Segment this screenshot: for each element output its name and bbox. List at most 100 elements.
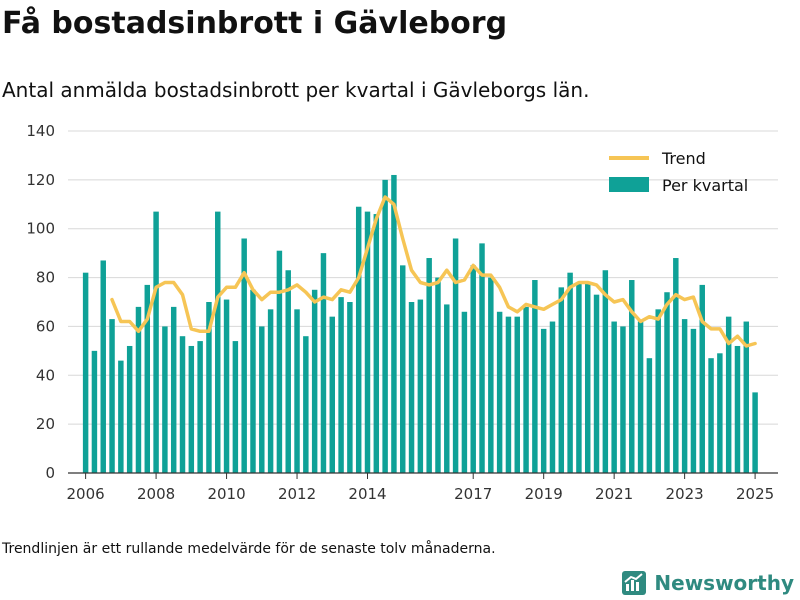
bar <box>179 336 186 473</box>
bar <box>188 345 195 473</box>
y-tick-label: 0 <box>45 464 55 482</box>
bar <box>488 277 494 473</box>
newsworthy-logo[interactable]: Newsworthy <box>621 570 794 596</box>
y-tick-label: 20 <box>36 415 55 433</box>
bar <box>496 311 503 473</box>
bar <box>576 282 582 473</box>
bar <box>82 272 89 473</box>
bar <box>320 253 327 473</box>
bar <box>241 238 247 473</box>
trend-line <box>110 195 757 348</box>
bar <box>391 174 397 473</box>
page-title: Få bostadsinbrott i Gävleborg <box>2 6 508 41</box>
bar <box>479 243 485 473</box>
newsworthy-logo-icon <box>622 571 647 595</box>
bar <box>417 299 424 473</box>
x-tick-label: 2023 <box>666 485 704 503</box>
bar <box>329 316 335 473</box>
bar <box>118 360 124 473</box>
legend-trend-label: Trend <box>661 149 706 168</box>
bar <box>681 319 688 473</box>
bar <box>444 304 450 473</box>
bar <box>611 321 617 473</box>
y-tick-label: 80 <box>36 269 55 287</box>
bar <box>109 319 115 473</box>
y-tick-label: 140 <box>26 122 55 140</box>
bar <box>540 328 547 473</box>
chart-footnote: Trendlinjen är ett rullande medelvärde f… <box>2 541 496 557</box>
bar <box>276 250 283 473</box>
x-tick-label: 2010 <box>207 485 245 503</box>
bar <box>602 270 609 473</box>
bar <box>267 309 274 473</box>
bar <box>347 302 353 473</box>
bar <box>637 321 644 473</box>
bar <box>144 284 151 473</box>
x-tick-label: 2012 <box>278 485 316 503</box>
bar <box>285 270 291 473</box>
y-tick-label: 40 <box>36 366 55 384</box>
y-tick-label: 100 <box>26 220 55 238</box>
bar <box>197 341 203 473</box>
bar <box>364 211 371 473</box>
bar <box>170 306 177 473</box>
bar <box>629 280 635 473</box>
bar <box>690 328 697 473</box>
bar <box>215 211 221 473</box>
bar <box>382 179 388 473</box>
bar <box>232 341 239 473</box>
bar <box>259 326 265 473</box>
bar <box>584 282 591 473</box>
page-subtitle: Antal anmälda bostadsinbrott per kvartal… <box>2 78 590 102</box>
bar <box>126 345 133 473</box>
bar <box>673 258 679 473</box>
bar <box>338 297 344 473</box>
bar <box>558 287 565 473</box>
bar <box>311 289 318 473</box>
brand-name: Newsworthy <box>654 571 794 595</box>
bar <box>400 265 406 473</box>
x-tick-label: 2019 <box>525 485 563 503</box>
bar <box>708 358 714 473</box>
x-tick-label: 2006 <box>67 485 105 503</box>
bar <box>162 326 168 473</box>
bar <box>470 265 476 473</box>
x-tick-label: 2021 <box>595 485 633 503</box>
bar <box>505 316 512 473</box>
bar <box>532 280 538 473</box>
bar <box>734 345 741 473</box>
bar <box>294 309 300 473</box>
bar <box>717 353 723 473</box>
bar <box>567 272 573 473</box>
bar <box>223 299 230 473</box>
burglary-bar-chart: 0 20 40 60 80 100 120 140 2006 2008 2010 2012 2014 20… <box>26 122 778 503</box>
bar <box>461 311 468 473</box>
bar <box>620 326 626 473</box>
bar <box>435 277 441 473</box>
bar <box>743 321 750 473</box>
bar <box>100 260 106 473</box>
bar <box>135 306 142 473</box>
bar <box>153 211 159 473</box>
bar <box>664 292 670 473</box>
legend-bar-swatch <box>609 177 649 192</box>
x-tick-label: 2017 <box>454 485 492 503</box>
bar <box>373 214 380 474</box>
bar <box>250 289 256 473</box>
bar <box>593 294 600 473</box>
bar <box>699 284 705 473</box>
bar <box>646 358 653 473</box>
y-tick-label: 120 <box>26 171 55 189</box>
bar <box>725 316 732 473</box>
bar <box>523 306 529 473</box>
y-tick-label: 60 <box>36 317 55 335</box>
bar <box>355 206 362 473</box>
bar <box>426 258 432 473</box>
x-tick-label: 2014 <box>348 485 386 503</box>
legend-bar-label: Per kvartal <box>662 176 748 195</box>
bar <box>549 321 556 473</box>
x-tick-label: 2008 <box>137 485 175 503</box>
x-tick-label: 2025 <box>736 485 774 503</box>
bar <box>206 302 212 473</box>
bar <box>655 309 661 473</box>
